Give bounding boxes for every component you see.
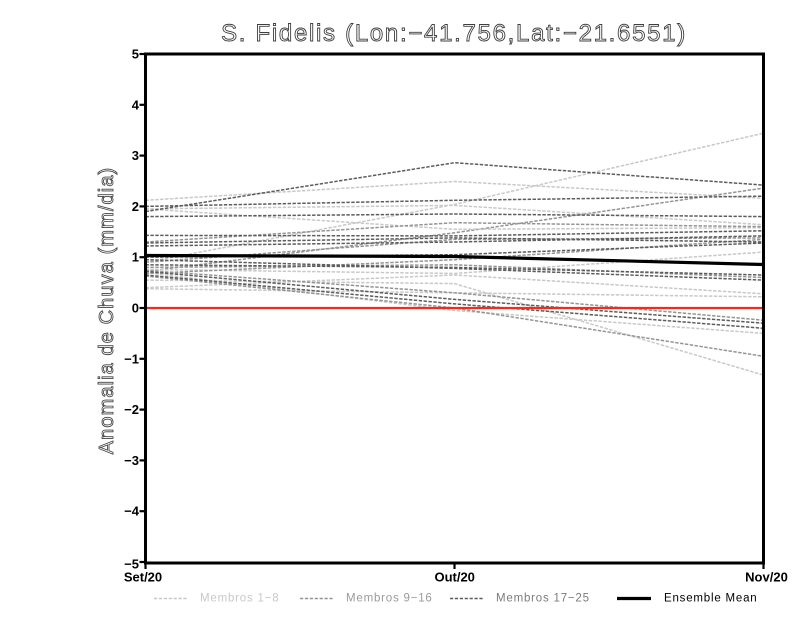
svg-text:Membros 9−16: Membros 9−16 [346, 593, 433, 605]
svg-text:−3: −3 [124, 453, 139, 468]
svg-text:5: 5 [132, 47, 139, 62]
svg-text:S. Fidelis (Lon:−41.756,Lat:−2: S. Fidelis (Lon:−41.756,Lat:−21.6551) [221, 20, 687, 47]
svg-text:−2: −2 [124, 402, 139, 417]
svg-text:3: 3 [132, 148, 139, 163]
svg-text:Set/20: Set/20 [124, 570, 162, 585]
svg-text:−4: −4 [124, 504, 140, 519]
svg-text:Ensemble Mean: Ensemble Mean [664, 593, 758, 605]
svg-text:−1: −1 [124, 351, 139, 366]
svg-text:2: 2 [132, 199, 139, 214]
svg-text:Nov/20: Nov/20 [745, 570, 788, 585]
svg-text:Anomalia de Chuva (mm/dia): Anomalia de Chuva (mm/dia) [96, 167, 118, 455]
svg-text:1: 1 [132, 250, 139, 265]
svg-text:−5: −5 [124, 557, 139, 572]
svg-text:Out/20: Out/20 [434, 570, 474, 585]
svg-text:Membros 17−25: Membros 17−25 [496, 593, 590, 605]
svg-text:0: 0 [132, 301, 139, 316]
svg-text:4: 4 [132, 97, 140, 112]
svg-text:Membros 1−8: Membros 1−8 [200, 593, 279, 605]
